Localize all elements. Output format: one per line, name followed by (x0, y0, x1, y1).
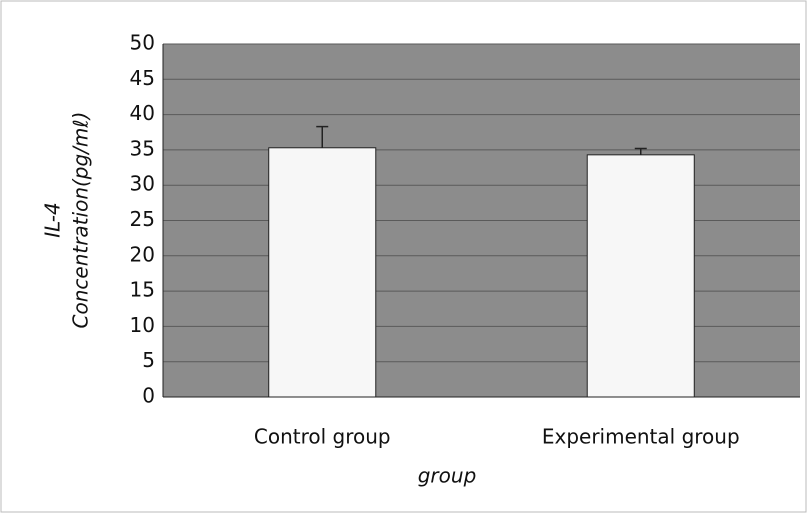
y-tick-label: 0 (142, 384, 155, 408)
y-tick-label: 30 (130, 172, 155, 196)
y-axis-label: IL-4 Concentration(pg/mℓ) (41, 112, 93, 329)
y-tick-label: 40 (130, 101, 155, 125)
y-tick-label: 10 (130, 313, 155, 337)
x-axis-label: group (418, 464, 477, 488)
x-tick-label: Experimental group (542, 425, 740, 449)
y-tick-label: 35 (130, 136, 155, 160)
y-tick-label: 50 (130, 31, 155, 55)
y-tick-label: 45 (130, 66, 155, 90)
bar (268, 147, 377, 398)
y-axis-label-line: Concentration(pg/mℓ) (69, 112, 93, 329)
y-tick-label: 20 (130, 242, 155, 266)
y-tick-label: 25 (130, 207, 155, 231)
x-tick-label: Control group (254, 425, 391, 449)
bar (586, 154, 695, 398)
y-tick-label: 5 (142, 348, 155, 372)
y-axis-label-line: IL-4 (41, 202, 65, 237)
y-tick-label: 15 (130, 278, 155, 302)
